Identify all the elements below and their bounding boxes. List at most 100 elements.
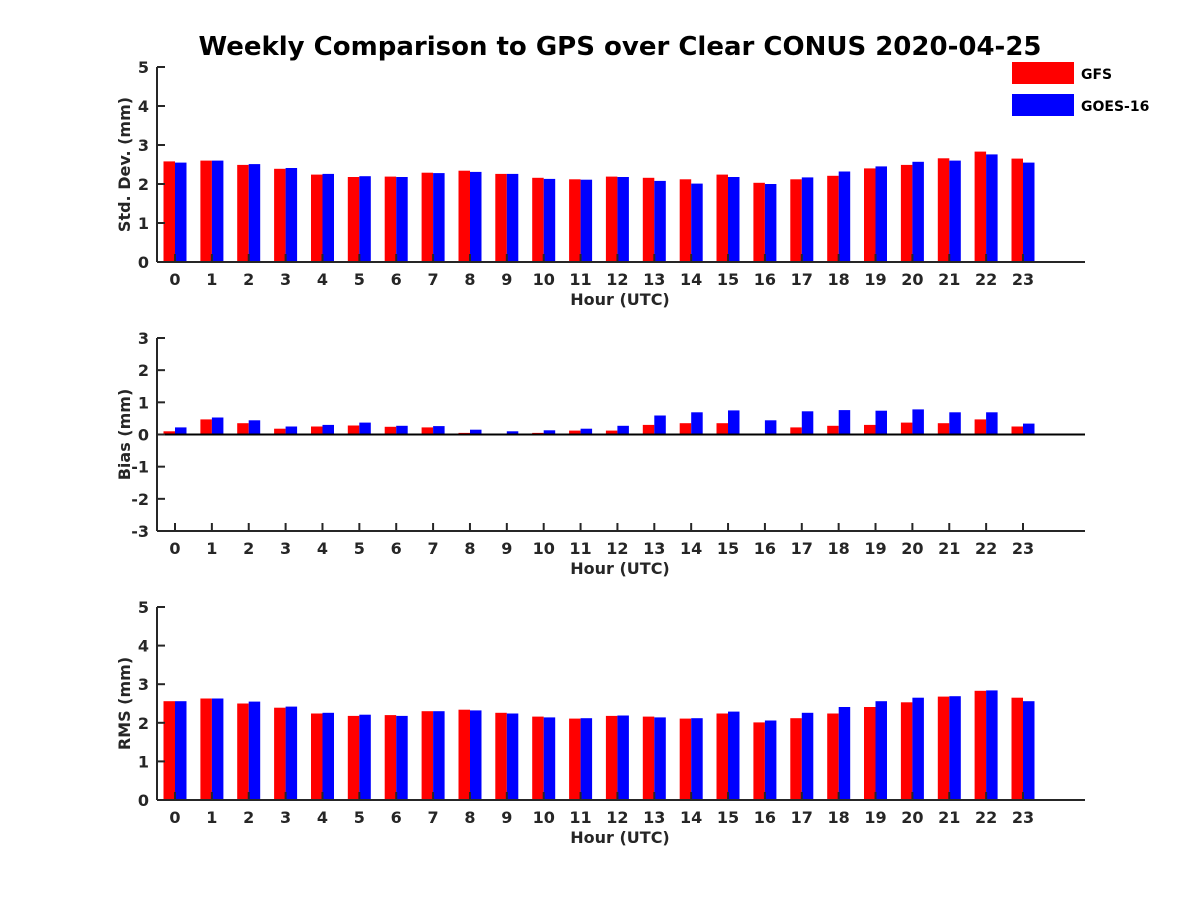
bar-bias-gfs-hour-2 <box>237 423 249 435</box>
x-tick-label-stddev-8: 8 <box>464 270 475 289</box>
x-tick-label-rms-9: 9 <box>501 808 512 827</box>
bar-stddev-goes16-hour-11 <box>580 179 593 262</box>
x-tick-label-rms-10: 10 <box>533 808 555 827</box>
bar-rms-goes16-hour-20 <box>912 697 924 800</box>
bar-bias-gfs-hour-7 <box>421 427 434 435</box>
y-tick-label-rms-2: 2 <box>138 714 149 733</box>
x-tick-label-bias-1: 1 <box>206 539 217 558</box>
bar-rms-goes16-hour-5 <box>359 714 371 800</box>
x-tick-label-bias-10: 10 <box>533 539 555 558</box>
x-tick-label-bias-17: 17 <box>791 539 813 558</box>
x-tick-label-stddev-17: 17 <box>791 270 813 289</box>
bar-rms-gfs-hour-21 <box>937 696 950 800</box>
bar-rms-goes16-hour-11 <box>580 718 593 800</box>
x-tick-label-rms-5: 5 <box>354 808 365 827</box>
x-tick-label-stddev-14: 14 <box>680 270 702 289</box>
bar-bias-gfs-hour-19 <box>864 424 876 435</box>
y-tick-label-stddev-2: 2 <box>138 175 149 194</box>
y-tick-label-rms-5: 5 <box>138 598 149 617</box>
bar-bias-goes16-hour-0 <box>175 427 187 435</box>
bar-rms-gfs-hour-12 <box>605 715 618 800</box>
y-tick-label-rms-3: 3 <box>138 675 149 694</box>
bar-stddev-gfs-hour-17 <box>790 179 802 262</box>
x-tick-label-rms-3: 3 <box>280 808 291 827</box>
y-tick-label-bias-1: -2 <box>131 490 149 509</box>
bar-bias-goes16-hour-23 <box>1023 423 1035 435</box>
x-tick-label-bias-16: 16 <box>754 539 776 558</box>
y-tick-label-rms-4: 4 <box>138 637 149 656</box>
bar-stddev-gfs-hour-13 <box>642 177 655 262</box>
x-tick-label-bias-2: 2 <box>243 539 254 558</box>
legend-label-gfs: GFS <box>1081 67 1112 83</box>
bar-bias-gfs-hour-15 <box>716 423 728 435</box>
bar-stddev-gfs-hour-20 <box>900 164 913 262</box>
bar-stddev-goes16-hour-16 <box>764 184 777 262</box>
bar-rms-gfs-hour-7 <box>421 711 434 800</box>
bar-bias-goes16-hour-19 <box>875 410 887 435</box>
legend-swatch-goes16 <box>1012 94 1074 116</box>
y-tick-label-stddev-4: 4 <box>138 97 149 116</box>
bar-rms-gfs-hour-18 <box>827 713 839 800</box>
x-tick-label-rms-23: 23 <box>1012 808 1034 827</box>
x-tick-label-bias-7: 7 <box>428 539 439 558</box>
x-tick-label-stddev-9: 9 <box>501 270 512 289</box>
legend-swatch-gfs <box>1012 62 1074 84</box>
bar-stddev-goes16-hour-10 <box>543 178 556 262</box>
bar-rms-gfs-hour-3 <box>274 707 286 800</box>
bar-rms-goes16-hour-3 <box>285 706 298 800</box>
bar-stddev-goes16-hour-0 <box>175 162 187 262</box>
x-tick-label-bias-22: 22 <box>975 539 997 558</box>
x-tick-label-bias-11: 11 <box>569 539 591 558</box>
y-tick-label-bias-0: -3 <box>131 522 149 541</box>
x-tick-label-stddev-20: 20 <box>901 270 923 289</box>
bar-rms-gfs-hour-13 <box>642 716 655 800</box>
bar-rms-goes16-hour-1 <box>211 698 224 800</box>
bar-rms-goes16-hour-16 <box>764 720 777 800</box>
y-axis-label-stddev: Std. Dev. (mm) <box>115 97 134 232</box>
bar-stddev-goes16-hour-5 <box>359 176 371 262</box>
x-tick-label-bias-12: 12 <box>606 539 628 558</box>
bar-rms-goes16-hour-9 <box>506 713 519 800</box>
x-tick-label-stddev-23: 23 <box>1012 270 1034 289</box>
bar-stddev-goes16-hour-20 <box>912 161 924 262</box>
x-tick-label-rms-4: 4 <box>317 808 328 827</box>
bar-rms-goes16-hour-0 <box>175 701 187 800</box>
bar-rms-goes16-hour-18 <box>838 707 851 800</box>
bar-stddev-gfs-hour-15 <box>716 174 728 262</box>
bar-rms-goes16-hour-7 <box>433 711 445 800</box>
y-tick-label-stddev-1: 1 <box>138 214 149 233</box>
x-tick-label-rms-13: 13 <box>643 808 665 827</box>
bar-stddev-gfs-hour-10 <box>532 177 544 262</box>
bar-bias-goes16-hour-13 <box>654 415 666 435</box>
x-tick-label-rms-11: 11 <box>569 808 591 827</box>
bar-bias-gfs-hour-23 <box>1011 426 1023 435</box>
bar-rms-gfs-hour-15 <box>716 713 728 800</box>
x-tick-label-rms-21: 21 <box>938 808 960 827</box>
bar-stddev-goes16-hour-19 <box>875 166 887 262</box>
x-tick-label-bias-3: 3 <box>280 539 291 558</box>
x-tick-label-bias-5: 5 <box>354 539 365 558</box>
x-tick-label-stddev-7: 7 <box>428 270 439 289</box>
bar-stddev-goes16-hour-1 <box>211 160 224 262</box>
x-tick-label-bias-0: 0 <box>169 539 180 558</box>
bar-stddev-goes16-hour-3 <box>285 168 298 262</box>
bar-rms-goes16-hour-22 <box>986 690 998 800</box>
x-tick-label-bias-4: 4 <box>317 539 328 558</box>
x-axis-label-bias: Hour (UTC) <box>570 559 670 578</box>
bar-stddev-gfs-hour-8 <box>458 170 470 262</box>
x-tick-label-bias-23: 23 <box>1012 539 1034 558</box>
bar-bias-goes16-hour-1 <box>211 417 224 435</box>
x-tick-label-stddev-22: 22 <box>975 270 997 289</box>
x-tick-label-stddev-21: 21 <box>938 270 960 289</box>
bar-stddev-goes16-hour-15 <box>728 177 740 262</box>
bar-stddev-goes16-hour-7 <box>433 173 445 262</box>
bar-stddev-gfs-hour-18 <box>827 175 839 262</box>
x-tick-label-rms-15: 15 <box>717 808 739 827</box>
bar-rms-gfs-hour-0 <box>163 701 175 800</box>
bar-bias-gfs-hour-21 <box>937 423 950 435</box>
bar-rms-goes16-hour-23 <box>1023 701 1035 800</box>
bar-stddev-goes16-hour-18 <box>838 171 851 262</box>
bar-bias-goes16-hour-9 <box>506 431 519 435</box>
bar-rms-gfs-hour-16 <box>753 722 765 800</box>
